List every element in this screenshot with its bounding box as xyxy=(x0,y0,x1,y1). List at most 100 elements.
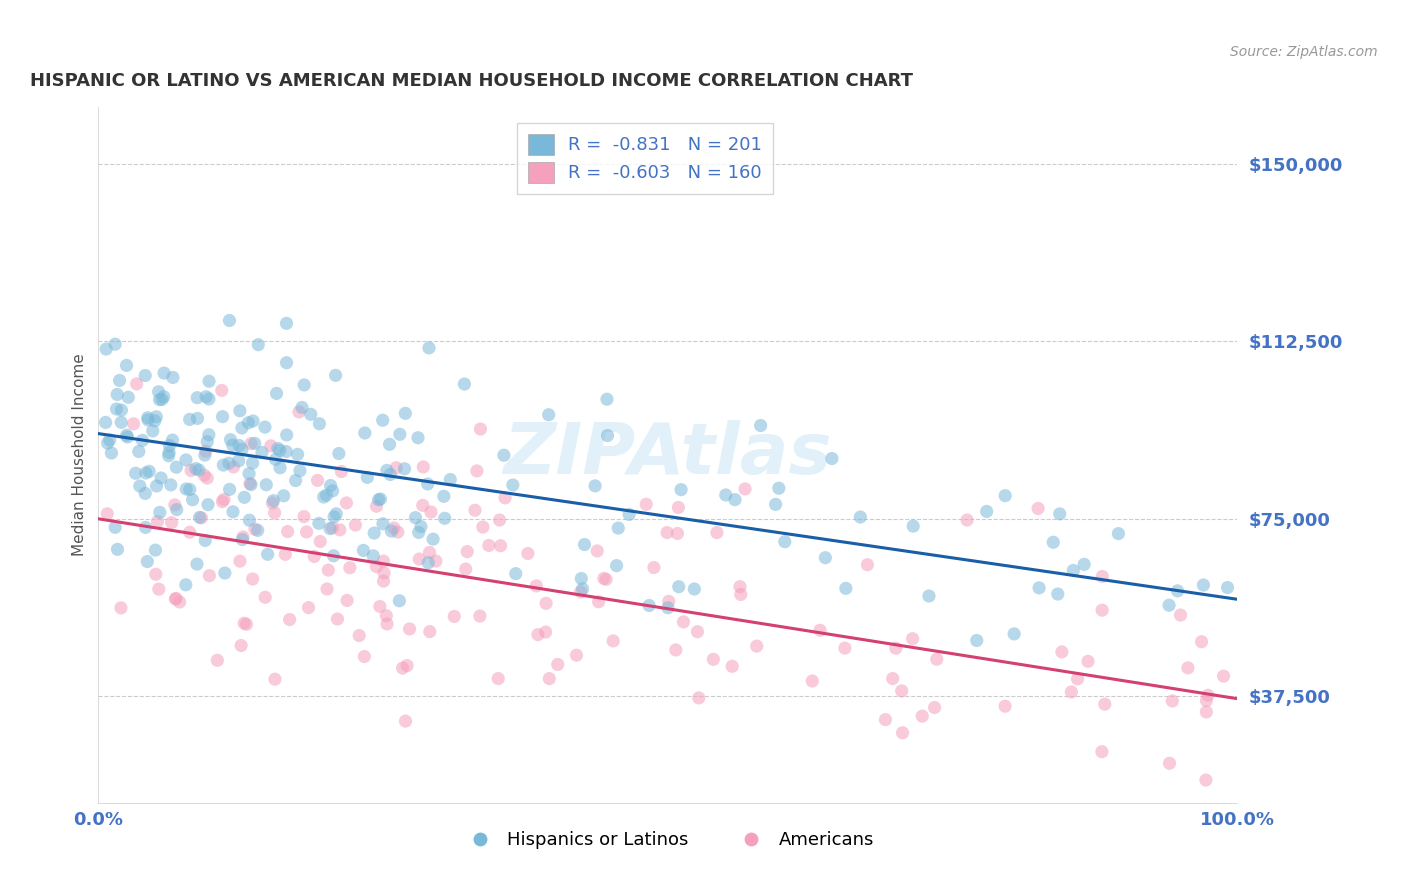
Point xyxy=(1066,672,1088,686)
Point xyxy=(595,572,617,586)
Point xyxy=(702,652,724,666)
Point xyxy=(222,460,245,475)
Point xyxy=(198,392,221,406)
Point xyxy=(297,600,319,615)
Point xyxy=(375,608,398,623)
Point xyxy=(602,633,624,648)
Point xyxy=(105,401,128,416)
Point xyxy=(901,519,924,533)
Point xyxy=(238,513,260,527)
Point xyxy=(321,521,343,535)
Point xyxy=(243,522,266,536)
Point xyxy=(1049,507,1071,521)
Point xyxy=(801,673,824,688)
Point xyxy=(373,554,395,568)
Point xyxy=(323,509,346,524)
Point xyxy=(471,520,494,534)
Point xyxy=(665,643,688,657)
Point xyxy=(388,594,411,608)
Point xyxy=(273,489,295,503)
Point xyxy=(765,497,787,511)
Point xyxy=(418,556,440,570)
Point xyxy=(169,595,191,609)
Point xyxy=(125,376,148,391)
Point xyxy=(380,524,402,538)
Point xyxy=(194,448,217,462)
Point xyxy=(232,530,254,544)
Point xyxy=(318,563,340,577)
Point xyxy=(1157,598,1180,612)
Point xyxy=(246,524,269,538)
Point xyxy=(322,483,344,498)
Point xyxy=(465,464,488,478)
Point xyxy=(110,600,132,615)
Point xyxy=(336,593,359,607)
Point xyxy=(371,413,394,427)
Point xyxy=(238,416,260,430)
Point xyxy=(262,493,284,508)
Point xyxy=(638,599,661,613)
Point xyxy=(534,596,557,610)
Point xyxy=(145,543,167,558)
Point xyxy=(721,659,744,673)
Point xyxy=(135,466,157,480)
Point xyxy=(918,589,941,603)
Point xyxy=(1077,654,1099,668)
Point xyxy=(274,548,297,562)
Point xyxy=(143,414,166,428)
Point xyxy=(375,463,398,477)
Point xyxy=(267,442,290,456)
Point xyxy=(262,496,284,510)
Point xyxy=(222,505,245,519)
Point xyxy=(264,672,287,686)
Point xyxy=(547,657,569,672)
Point xyxy=(835,582,858,596)
Point xyxy=(276,444,298,458)
Point xyxy=(335,496,357,510)
Point xyxy=(416,477,439,491)
Point xyxy=(194,533,217,548)
Point xyxy=(287,447,309,461)
Point xyxy=(366,559,388,574)
Point xyxy=(966,633,988,648)
Point xyxy=(356,470,378,484)
Point xyxy=(686,624,709,639)
Point xyxy=(163,498,186,512)
Point xyxy=(269,443,291,458)
Point xyxy=(211,494,233,508)
Point xyxy=(1091,603,1114,617)
Point xyxy=(299,407,322,421)
Point xyxy=(266,386,288,401)
Point xyxy=(606,558,628,573)
Point xyxy=(373,574,395,588)
Point xyxy=(235,617,257,632)
Point xyxy=(1042,535,1064,549)
Point xyxy=(884,641,907,656)
Point xyxy=(574,537,596,551)
Point xyxy=(184,461,207,475)
Point xyxy=(312,490,335,504)
Point xyxy=(135,520,157,534)
Point xyxy=(107,542,129,557)
Point xyxy=(104,337,127,351)
Point xyxy=(925,652,948,666)
Point xyxy=(425,554,447,568)
Point xyxy=(157,445,180,459)
Point xyxy=(856,558,879,572)
Point xyxy=(239,476,262,491)
Point xyxy=(165,460,187,475)
Point xyxy=(730,587,752,601)
Point xyxy=(316,582,339,596)
Point xyxy=(254,477,277,491)
Point xyxy=(166,502,188,516)
Y-axis label: Median Household Income: Median Household Income xyxy=(72,353,87,557)
Point xyxy=(319,478,342,492)
Point xyxy=(849,510,872,524)
Point xyxy=(148,384,170,399)
Point xyxy=(538,672,561,686)
Point xyxy=(219,433,242,447)
Point xyxy=(309,534,332,549)
Point xyxy=(218,456,240,470)
Point xyxy=(122,417,145,431)
Point xyxy=(146,515,169,529)
